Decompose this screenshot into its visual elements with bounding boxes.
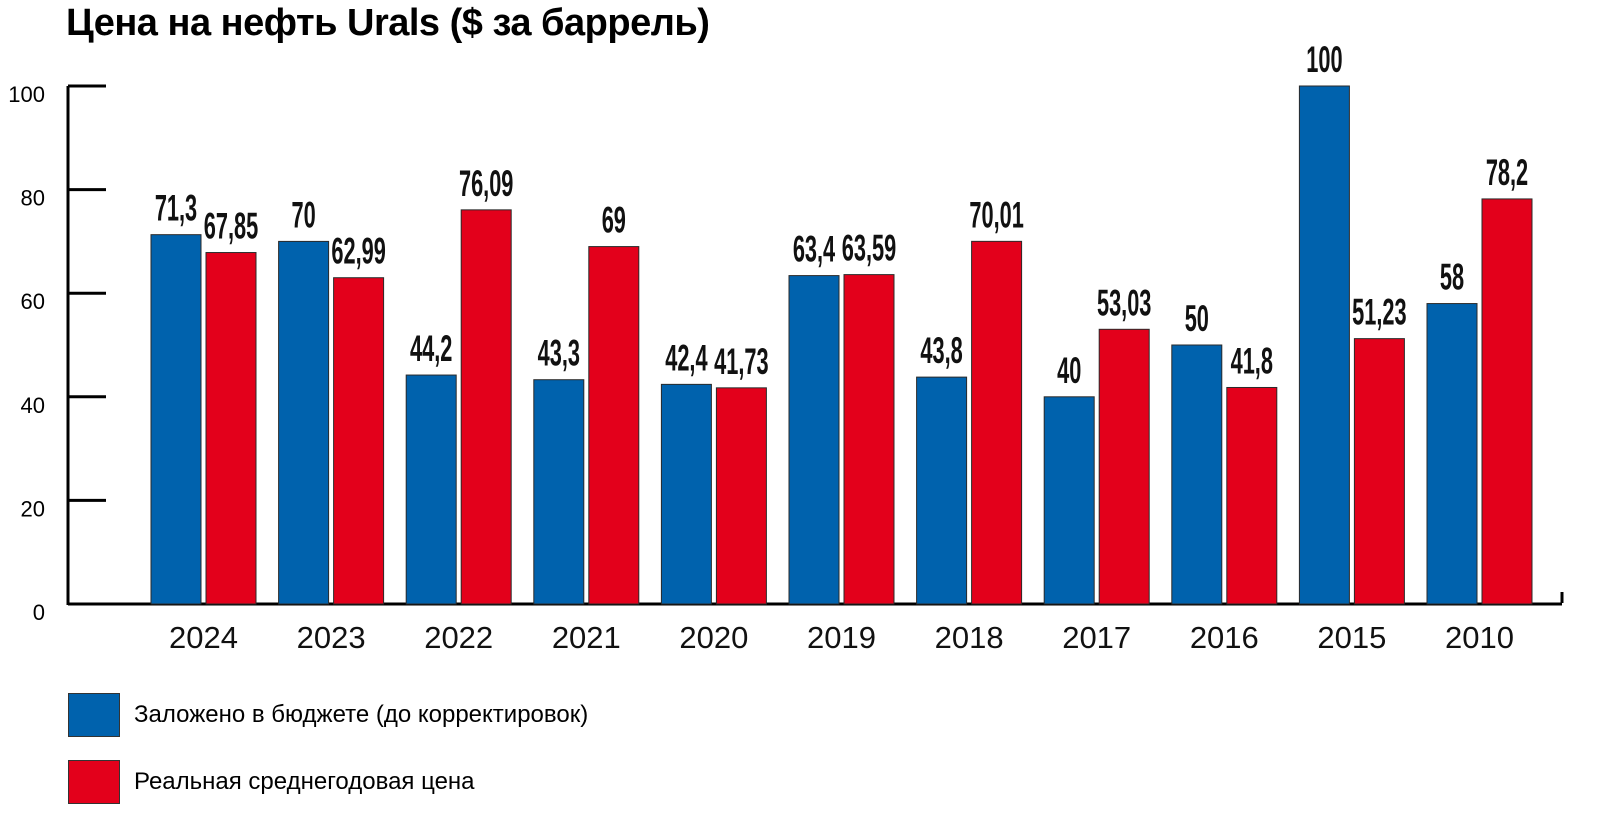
x-tick-label: 2016 xyxy=(1190,620,1259,655)
x-tick-label: 2022 xyxy=(424,620,493,655)
x-tick-label: 2023 xyxy=(297,620,366,655)
legend-item-actual: Реальная среднегодовая цена xyxy=(68,760,475,804)
bar-actual xyxy=(205,252,257,605)
bar-actual xyxy=(1481,198,1533,605)
y-tick-label: 80 xyxy=(21,186,45,211)
data-label: 51,23 xyxy=(1352,293,1406,333)
bar-actual xyxy=(715,387,767,605)
bar-budget xyxy=(1298,85,1350,605)
chart-title: Цена на нефть Urals ($ за баррель) xyxy=(66,2,710,44)
bar-actual xyxy=(1353,338,1405,605)
legend-swatch-actual xyxy=(68,760,120,804)
bar-chart: 0 20 40 60 80 100 2024 2023 2022 2021 2020 2019 2018… xyxy=(8,40,1564,655)
x-tick-label: 2010 xyxy=(1445,620,1514,655)
data-label: 41,8 xyxy=(1231,342,1273,382)
y-tick-label: 40 xyxy=(21,393,45,418)
bar-budget xyxy=(150,234,202,605)
data-label: 43,3 xyxy=(538,334,580,374)
data-label: 50 xyxy=(1185,299,1209,339)
x-tick-label: 2018 xyxy=(935,620,1004,655)
data-label: 70,01 xyxy=(969,196,1023,236)
data-label: 70 xyxy=(291,196,315,236)
data-label: 100 xyxy=(1306,40,1342,80)
bar-budget xyxy=(788,275,840,605)
bar-actual xyxy=(333,277,385,605)
bar-actual xyxy=(1226,386,1278,605)
y-tick-label: 20 xyxy=(21,496,45,521)
bar-actual xyxy=(971,240,1023,605)
x-tick-label: 2017 xyxy=(1062,620,1131,655)
data-label: 58 xyxy=(1440,258,1464,298)
data-label: 41,73 xyxy=(714,342,768,382)
bar-budget xyxy=(278,240,330,605)
x-tick-label: 2015 xyxy=(1317,620,1386,655)
data-label: 78,2 xyxy=(1486,153,1528,193)
legend-swatch-budget xyxy=(68,693,120,737)
legend-item-budget: Заложено в бюджете (до корректировок) xyxy=(68,693,588,737)
y-tick-label: 0 xyxy=(33,600,45,625)
data-label: 69 xyxy=(602,201,626,241)
data-label: 40 xyxy=(1057,351,1081,391)
y-tick-label: 100 xyxy=(8,82,45,107)
bar-budget xyxy=(1426,303,1478,605)
data-label: 71,3 xyxy=(155,189,197,229)
bar-budget xyxy=(1171,344,1223,605)
x-tick-label: 2020 xyxy=(679,620,748,655)
chart-bars xyxy=(150,85,1533,605)
bar-actual xyxy=(1098,328,1150,605)
bar-budget xyxy=(916,376,968,605)
data-label: 42,4 xyxy=(665,339,707,379)
bar-actual xyxy=(460,209,512,605)
chart-data-labels: 71,3 67,85 70 62,99 44,2 76,09 43,3 69 42,4 41,73… xyxy=(155,40,1528,391)
x-tick-label: 2024 xyxy=(169,620,238,655)
bar-actual xyxy=(843,274,895,605)
data-label: 44,2 xyxy=(410,329,452,369)
data-label: 53,03 xyxy=(1097,284,1151,324)
data-label: 43,8 xyxy=(920,331,962,371)
bar-budget xyxy=(533,379,585,605)
legend-label-actual: Реальная среднегодовая цена xyxy=(134,768,475,795)
bar-budget xyxy=(405,374,457,605)
legend-label-budget: Заложено в бюджете (до корректировок) xyxy=(134,701,589,728)
data-label: 67,85 xyxy=(204,207,258,247)
x-tick-label: 2019 xyxy=(807,620,876,655)
bar-actual xyxy=(588,246,640,605)
y-tick-label: 60 xyxy=(21,289,45,314)
data-label: 76,09 xyxy=(459,164,513,204)
x-tick-label: 2021 xyxy=(552,620,621,655)
bar-budget xyxy=(660,383,712,605)
data-label: 63,59 xyxy=(842,229,896,269)
data-label: 62,99 xyxy=(331,232,385,272)
bar-budget xyxy=(1043,396,1095,605)
data-label: 63,4 xyxy=(793,230,835,270)
